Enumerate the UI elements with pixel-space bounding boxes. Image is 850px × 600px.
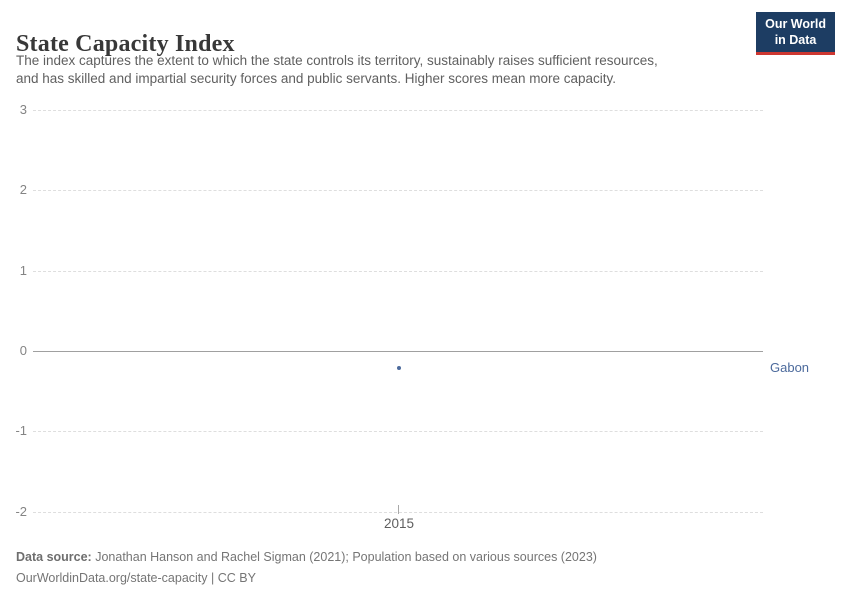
y-axis-label-1: 1 (19, 263, 27, 278)
data-source-text[interactable]: Jonathan Hanson and Rachel Sigman (2021)… (95, 550, 597, 564)
y-axis-label-0: 0 (19, 343, 27, 358)
license-line[interactable]: OurWorldinData.org/state-capacity | CC B… (16, 570, 256, 585)
y-axis-label-2: 2 (19, 182, 27, 197)
owid-logo[interactable]: Our World in Data (756, 12, 835, 55)
owid-logo-line1: Our World (765, 17, 826, 31)
chart-subtitle-line1: The index captures the extent to which t… (16, 53, 658, 68)
chart-subtitle: The index captures the extent to which t… (16, 52, 658, 88)
data-source-line: Data source: Jonathan Hanson and Rachel … (16, 547, 597, 568)
gridline-1 (33, 271, 763, 272)
y-axis-label-neg1: -1 (15, 423, 27, 438)
chart-title: State Capacity Index (16, 31, 235, 58)
y-axis-label-neg2: -2 (15, 504, 27, 519)
y-axis-label-3: 3 (19, 102, 27, 117)
owid-logo-line2: in Data (774, 33, 817, 48)
data-source-label: Data source: (16, 550, 92, 564)
x-axis-label-2015: 2015 (383, 516, 415, 531)
chart-subtitle-line2: and has skilled and impartial security f… (16, 70, 617, 86)
data-point-gabon[interactable] (397, 366, 401, 370)
chart-footer: Data source: Jonathan Hanson and Rachel … (16, 547, 597, 588)
zero-axis-line (33, 351, 763, 352)
gridline-neg1 (33, 431, 763, 432)
gridline-3 (33, 110, 763, 111)
entity-label-gabon[interactable]: Gabon (770, 360, 810, 375)
gridline-2 (33, 190, 763, 191)
x-axis-tick-mark (398, 505, 399, 514)
